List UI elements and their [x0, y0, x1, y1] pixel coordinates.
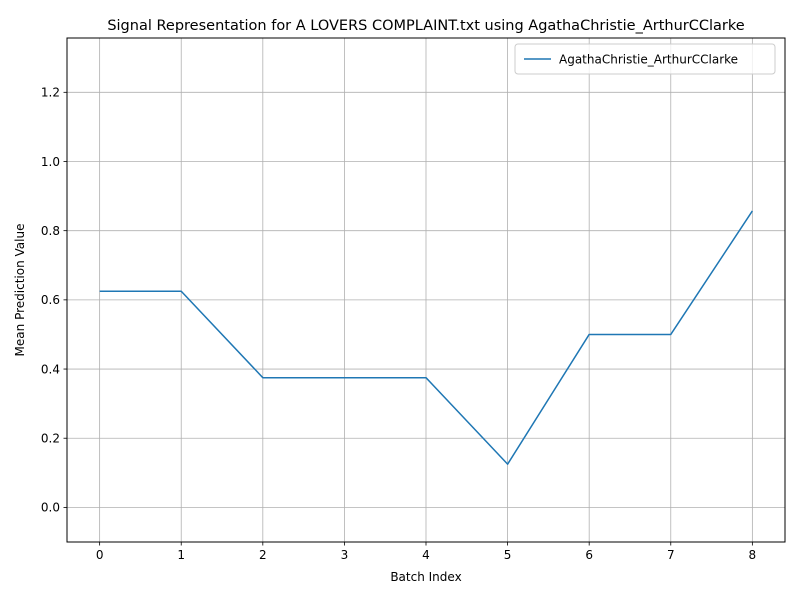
- ticks: 0 1 2 3 4 5 6 7 8 0.0 0.2 0.4 0.6 0.8 1.0 1.2: [41, 86, 756, 562]
- x-tick-label: 6: [585, 548, 593, 562]
- x-axis-label: Batch Index: [390, 570, 461, 584]
- x-tick-label: 2: [259, 548, 267, 562]
- y-axis-label: Mean Prediction Value: [13, 224, 27, 357]
- x-tick-label: 5: [504, 548, 512, 562]
- y-tick-label: 0.2: [41, 432, 60, 446]
- y-tick-label: 0.8: [41, 224, 60, 238]
- legend-label: AgathaChristie_ArthurCClarke: [559, 52, 738, 66]
- y-tick-label: 0.6: [41, 293, 60, 307]
- y-tick-label: 0.4: [41, 362, 60, 376]
- series-line-0: [99, 210, 753, 465]
- y-tick-label: 0.0: [41, 501, 60, 515]
- y-tick-label: 1.0: [41, 155, 60, 169]
- y-tick-label: 1.2: [41, 86, 60, 100]
- x-tick-label: 7: [667, 548, 675, 562]
- legend-box: [514, 43, 776, 75]
- series-lines: [99, 210, 753, 465]
- legend: AgathaChristie_ArthurCClarke: [514, 43, 776, 75]
- x-tick-label: 1: [177, 548, 185, 562]
- x-tick-label: 8: [749, 548, 757, 562]
- x-tick-label: 3: [341, 548, 349, 562]
- x-tick-label: 4: [422, 548, 430, 562]
- chart-title: Signal Representation for A LOVERS COMPL…: [107, 18, 744, 34]
- x-tick-label: 0: [96, 548, 104, 562]
- grid: [67, 38, 785, 542]
